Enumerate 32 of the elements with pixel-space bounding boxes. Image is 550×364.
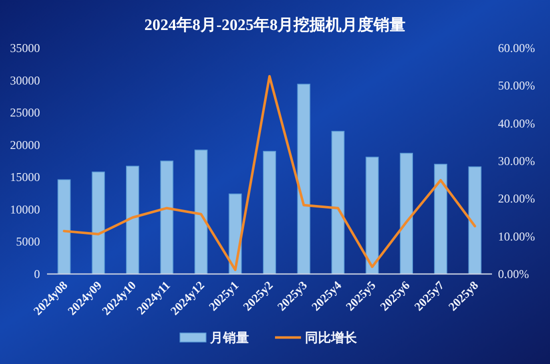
- bar: [366, 156, 379, 274]
- bar: [331, 130, 345, 274]
- legend-item: 同比增长: [275, 330, 357, 345]
- ytick: 35000: [10, 41, 40, 55]
- bar: [400, 152, 413, 274]
- bar: [434, 164, 448, 274]
- ytick: 10000: [10, 202, 40, 216]
- title: 2024年8月-2025年8月挖掘机月度销量: [144, 17, 406, 34]
- ytick: 15000: [10, 170, 40, 184]
- bar: [297, 84, 310, 274]
- y2tick: 10.00%: [498, 229, 535, 244]
- legend-label: 同比增长: [305, 330, 358, 345]
- bar: [58, 179, 71, 274]
- y2tick: 20.00%: [498, 192, 535, 206]
- ytick: 25000: [10, 106, 40, 120]
- bar: [160, 160, 174, 274]
- y2tick: 50.00%: [498, 78, 535, 93]
- y2tick: 0.00%: [498, 267, 529, 281]
- ytick: 20000: [10, 138, 40, 152]
- ytick: 30000: [10, 73, 40, 88]
- ytick: 5000: [16, 234, 40, 249]
- legend-label: 月销量: [209, 330, 249, 345]
- bar: [262, 150, 276, 274]
- legend-item: 月销量: [180, 330, 249, 345]
- bar: [468, 166, 482, 274]
- ytick: 0: [34, 267, 40, 281]
- y2tick: 60.00%: [498, 41, 535, 55]
- bar: [126, 166, 140, 274]
- y2tick: 30.00%: [498, 154, 535, 168]
- y2tick: 40.00%: [498, 116, 535, 130]
- bar: [92, 172, 105, 274]
- bar: [194, 150, 208, 274]
